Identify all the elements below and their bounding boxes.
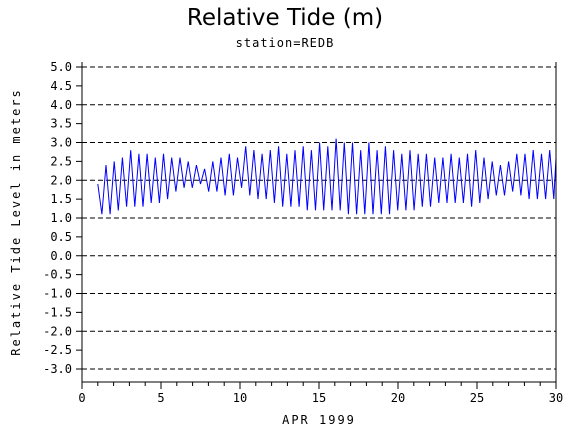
y-tick-label: -1.5 [43,305,72,319]
y-tick-label: -2.5 [43,343,72,357]
y-axis-label: Relative Tide Level in meters [9,88,23,356]
x-axis-label: APR 1999 [282,413,356,427]
y-tick-label: 2.5 [50,154,72,168]
x-tick-label: 5 [157,391,164,405]
y-tick-label: 3.5 [50,117,72,131]
y-tick-label: -1.0 [43,287,72,301]
y-tick-label: 5.0 [50,60,72,74]
x-tick-label: 25 [470,391,484,405]
y-tick-label: 2.0 [50,173,72,187]
y-tick-label: -2.0 [43,324,72,338]
y-tick-label: 0.5 [50,230,72,244]
y-tick-label: 1.5 [50,192,72,206]
x-tick-label: 20 [391,391,405,405]
y-tick-label: 4.5 [50,79,72,93]
x-tick-label: 0 [78,391,85,405]
x-tick-label: 10 [233,391,247,405]
y-tick-label: 3.0 [50,136,72,150]
x-tick-label: 30 [549,391,563,405]
x-tick-label: 15 [312,391,326,405]
y-tick-label: 4.0 [50,98,72,112]
tide-series-line [97,138,557,215]
y-tick-label: -3.0 [43,362,72,376]
grid-layer [82,66,556,370]
y-tick-label: -0.5 [43,268,72,282]
chart-title: Relative Tide (m) [186,5,384,31]
x-tick-group: 0 5 10 15 20 25 30 [78,382,563,405]
y-tick-label: 0.0 [50,249,72,263]
chart-subtitle: station=REDB [235,36,335,50]
y-tick-label: 1.0 [50,211,72,225]
y-tick-group: -3.0 -2.5 -2.0 -1.5 -1.0 -0.5 0.0 0.5 1.0 1.5 2.0 2… [43,60,82,376]
